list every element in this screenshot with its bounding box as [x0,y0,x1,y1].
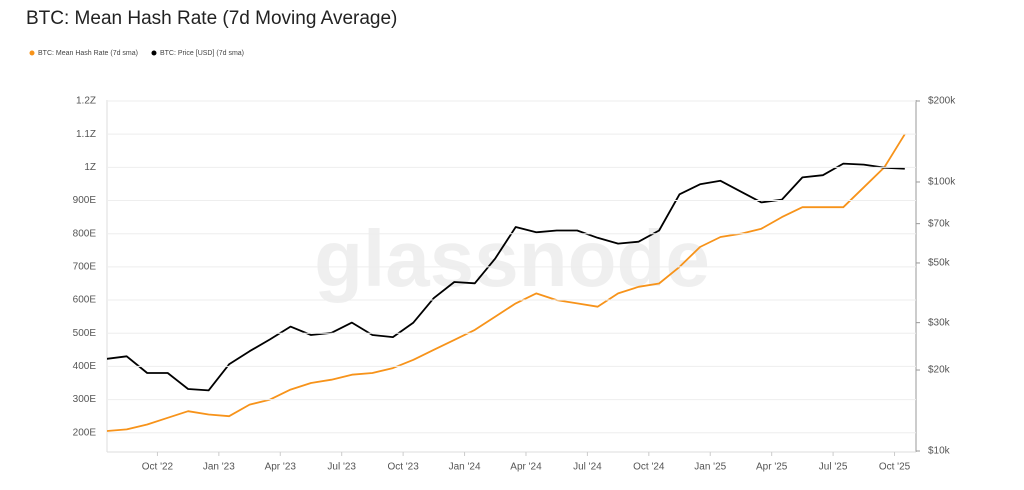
y-tick-label: 600E [73,295,97,306]
y2-tick-label: $70k [928,218,951,229]
x-tick-label: Apr '23 [265,462,297,473]
y-tick-label: 200E [73,427,97,438]
watermark: glassnode [314,214,710,303]
x-tick-label: Jul '25 [819,462,848,473]
y2-tick-label: $200k [928,96,956,107]
legend-marker [29,50,35,56]
x-tick-label: Jan '23 [203,462,235,473]
x-tick-label: Jul '24 [573,462,602,473]
x-tick-label: Apr '25 [756,462,788,473]
x-tick-label: Jul '23 [327,462,356,473]
y2-tick-label: $50k [928,258,951,269]
x-tick-label: Oct '22 [142,462,174,473]
x-tick-label: Oct '25 [879,462,911,473]
y2-tick-label: $10k [928,446,951,457]
y-tick-label: 1.2Z [76,96,96,107]
y-tick-label: 400E [73,361,97,372]
x-tick-label: Oct '23 [387,462,419,473]
y-tick-label: 300E [73,394,97,405]
x-tick-label: Jan '25 [694,462,726,473]
legend-label: BTC: Price [USD] (7d sma) [160,50,244,57]
x-tick-label: Jan '24 [449,462,481,473]
y2-tick-label: $20k [928,365,951,376]
y-tick-label: 700E [73,262,97,273]
y-tick-label: 1.1Z [76,129,96,140]
y-tick-label: 500E [73,328,97,339]
y-tick-label: 900E [73,195,97,206]
x-tick-label: Oct '24 [633,462,665,473]
legend-marker [151,50,157,56]
y2-tick-label: $100k [928,177,956,188]
chart-title: BTC: Mean Hash Rate (7d Moving Average) [26,8,397,29]
y-tick-label: 1Z [84,162,96,173]
series-line [107,133,906,432]
y-tick-label: 800E [73,228,97,239]
legend-label: BTC: Mean Hash Rate (7d sma) [38,50,138,57]
x-tick-label: Apr '24 [510,462,542,473]
y2-tick-label: $30k [928,317,951,328]
